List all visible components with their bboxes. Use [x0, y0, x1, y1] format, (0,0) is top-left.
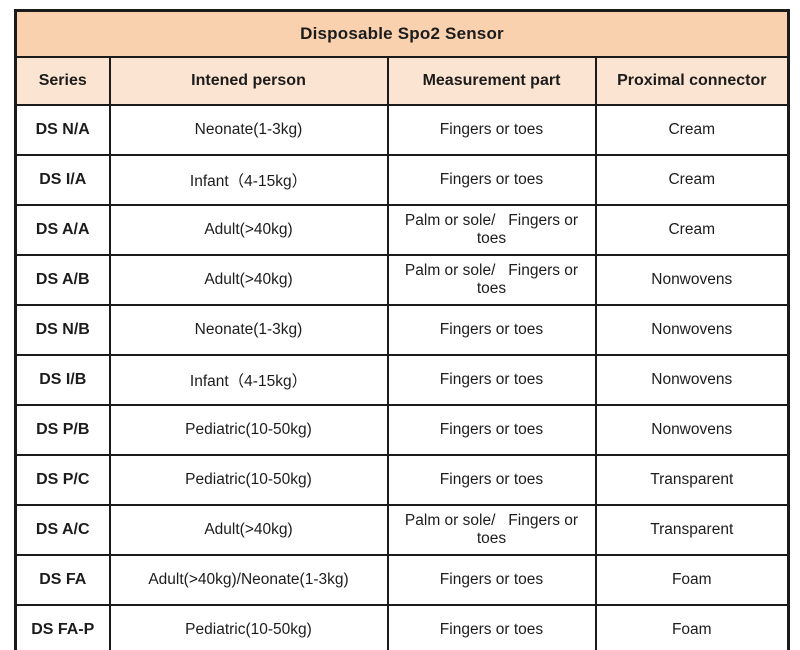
part-cell: Palm or sole/ Fingers or toes [386, 204, 597, 256]
connector-cell: Transparent [594, 454, 790, 506]
series-cell: DS N/B [14, 304, 111, 356]
table-row: DS P/C Pediatric(10-50kg) Fingers or toe… [14, 454, 790, 506]
table-row: DS FA Adult(>40kg)/Neonate(1-3kg) Finger… [14, 554, 790, 606]
table-row: DS A/B Adult(>40kg) Palm or sole/ Finger… [14, 254, 790, 306]
series-cell: DS FA-P [14, 604, 111, 650]
connector-cell: Nonwovens [594, 404, 790, 456]
table-title-row: Disposable Spo2 Sensor [14, 9, 790, 58]
table-row: DS A/C Adult(>40kg) Palm or sole/ Finger… [14, 504, 790, 556]
spo2-sensor-table: Disposable Spo2 Sensor Series Intened pe… [14, 9, 790, 650]
series-cell: DS P/B [14, 404, 111, 456]
connector-cell: Cream [594, 204, 790, 256]
table-row: DS N/B Neonate(1-3kg) Fingers or toes No… [14, 304, 790, 356]
person-cell: Pediatric(10-50kg) [108, 604, 389, 650]
connector-cell: Nonwovens [594, 304, 790, 356]
series-cell: DS A/C [14, 504, 111, 556]
connector-cell: Nonwovens [594, 354, 790, 406]
series-cell: DS P/C [14, 454, 111, 506]
table-header-row: Series Intened person Measurement part P… [14, 56, 790, 106]
series-cell: DS FA [14, 554, 111, 606]
connector-cell: Foam [594, 604, 790, 650]
connector-cell: Transparent [594, 504, 790, 556]
table-row: DS N/A Neonate(1-3kg) Fingers or toes Cr… [14, 104, 790, 156]
part-cell: Fingers or toes [386, 104, 597, 156]
column-header-measurement-part: Measurement part [386, 56, 597, 106]
table-row: DS P/B Pediatric(10-50kg) Fingers or toe… [14, 404, 790, 456]
person-cell: Adult(>40kg) [108, 204, 389, 256]
person-cell: Pediatric(10-50kg) [108, 404, 389, 456]
connector-cell: Cream [594, 104, 790, 156]
connector-cell: Foam [594, 554, 790, 606]
column-header-intened-person: Intened person [108, 56, 389, 106]
part-cell: Fingers or toes [386, 154, 597, 206]
person-cell: Infant（4-15kg） [108, 354, 389, 406]
connector-cell: Nonwovens [594, 254, 790, 306]
person-cell: Infant（4-15kg） [108, 154, 389, 206]
column-header-series: Series [14, 56, 111, 106]
table-row: DS I/B Infant（4-15kg） Fingers or toes No… [14, 354, 790, 406]
person-cell: Neonate(1-3kg) [108, 304, 389, 356]
person-cell: Adult(>40kg) [108, 504, 389, 556]
part-cell: Palm or sole/ Fingers or toes [386, 254, 597, 306]
part-cell: Fingers or toes [386, 404, 597, 456]
table-row: DS I/A Infant（4-15kg） Fingers or toes Cr… [14, 154, 790, 206]
connector-cell: Cream [594, 154, 790, 206]
person-cell: Pediatric(10-50kg) [108, 454, 389, 506]
series-cell: DS A/B [14, 254, 111, 306]
part-cell: Fingers or toes [386, 554, 597, 606]
column-header-proximal-connector: Proximal connector [594, 56, 790, 106]
series-cell: DS A/A [14, 204, 111, 256]
part-cell: Fingers or toes [386, 304, 597, 356]
series-cell: DS I/B [14, 354, 111, 406]
series-cell: DS I/A [14, 154, 111, 206]
part-cell: Palm or sole/ Fingers or toes [386, 504, 597, 556]
part-cell: Fingers or toes [386, 604, 597, 650]
series-cell: DS N/A [14, 104, 111, 156]
person-cell: Adult(>40kg)/Neonate(1-3kg) [108, 554, 389, 606]
part-cell: Fingers or toes [386, 454, 597, 506]
part-cell: Fingers or toes [386, 354, 597, 406]
table-title: Disposable Spo2 Sensor [14, 9, 790, 58]
person-cell: Adult(>40kg) [108, 254, 389, 306]
person-cell: Neonate(1-3kg) [108, 104, 389, 156]
table-row: DS FA-P Pediatric(10-50kg) Fingers or to… [14, 604, 790, 650]
table-row: DS A/A Adult(>40kg) Palm or sole/ Finger… [14, 204, 790, 256]
